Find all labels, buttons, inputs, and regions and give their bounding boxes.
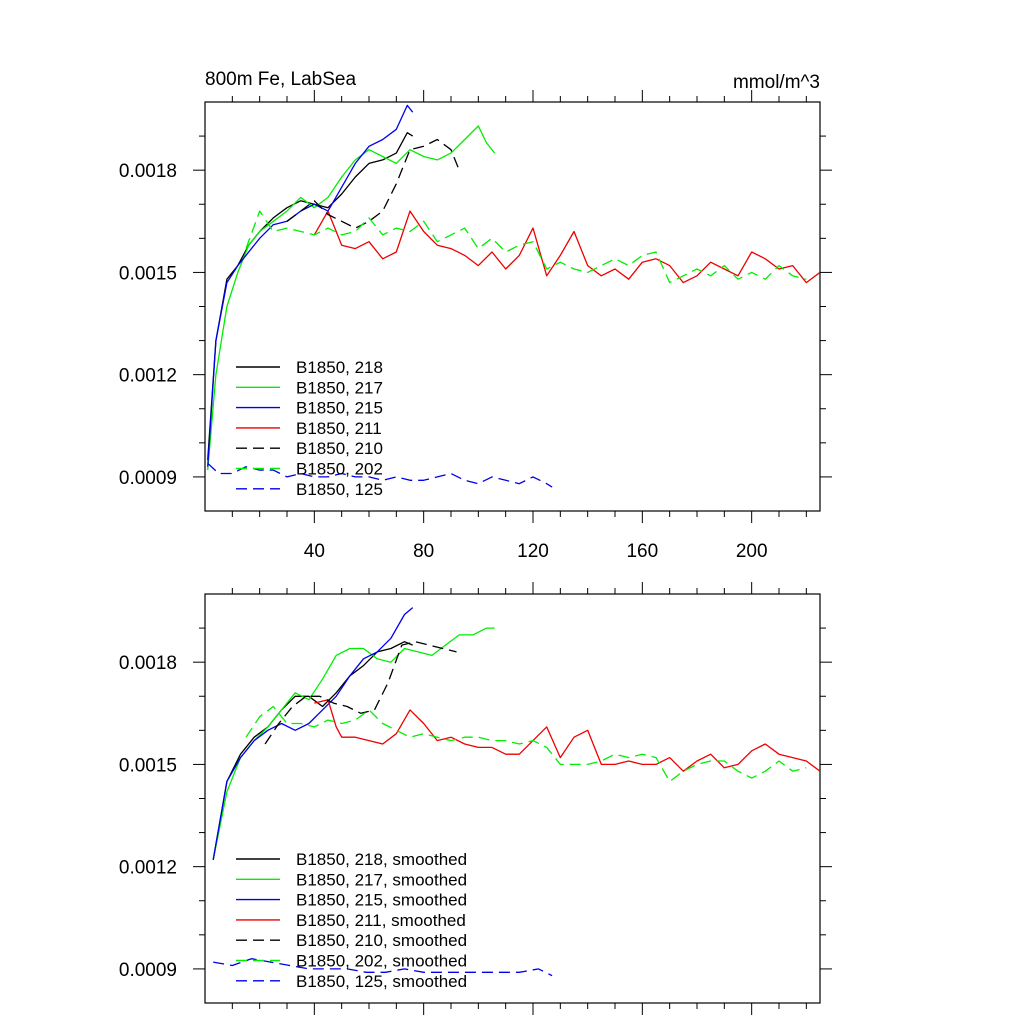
y-tick-label: 0.0018 <box>119 161 177 182</box>
series-line <box>286 138 460 229</box>
series-line <box>313 210 820 284</box>
series-line <box>207 125 496 471</box>
chart-title-right: mmol/m^3 <box>733 72 820 93</box>
legend-label: B1850, 202 <box>296 460 383 479</box>
x-tick-label: 160 <box>626 541 658 562</box>
series-line <box>212 627 495 861</box>
series-line <box>264 641 457 745</box>
x-tick-label: 40 <box>304 541 325 562</box>
y-tick-label: 0.0012 <box>119 366 177 387</box>
top-panel: 0.0009 0.0012 0.0015 0.0018 40 80 120 160 200 800… <box>119 69 832 562</box>
y-tick-label: 0.0015 <box>119 755 177 776</box>
legend-label: B1850, 215, smoothed <box>296 891 467 910</box>
y-tick-label: 0.0015 <box>119 263 177 284</box>
series-line <box>245 705 807 783</box>
series-line <box>207 462 553 488</box>
legend-label: B1850, 211 <box>296 419 382 438</box>
x-tick-label: 120 <box>517 541 549 562</box>
bottom-panel: 0.0009 0.0012 0.0015 0.0018 B1850, 218, smoo… <box>119 582 832 1015</box>
legend-label: B1850, 218, smoothed <box>296 850 467 869</box>
legend-label: B1850, 210 <box>296 439 383 458</box>
series-line <box>212 641 413 861</box>
legend-label: B1850, 211, smoothed <box>296 911 466 930</box>
x-tick-label: 80 <box>413 541 434 562</box>
legend-label: B1850, 202, smoothed <box>296 952 467 971</box>
y-tick-label: 0.0009 <box>119 468 177 489</box>
series-line <box>207 104 414 467</box>
legend-label: B1850, 210, smoothed <box>296 931 467 950</box>
legend-label: B1850, 125, smoothed <box>296 972 467 991</box>
series-line <box>245 210 807 284</box>
legend-label: B1850, 217, smoothed <box>296 870 467 889</box>
x-tick-label: 200 <box>736 541 768 562</box>
series-line <box>213 958 553 977</box>
y-tick-label: 0.0018 <box>119 653 177 674</box>
series-group <box>207 104 820 488</box>
series-line <box>212 607 414 861</box>
legend-label: B1850, 215 <box>296 399 383 418</box>
y-tick-label: 0.0012 <box>119 858 177 879</box>
series-line <box>314 699 820 772</box>
chart-title-left: 800m Fe, LabSea <box>205 69 356 90</box>
series-group <box>212 607 820 977</box>
legend-label: B1850, 125 <box>296 480 383 499</box>
y-tick-label: 0.0009 <box>119 960 177 981</box>
legend-label: B1850, 218 <box>296 358 383 377</box>
legend-label: B1850, 217 <box>296 378 383 397</box>
